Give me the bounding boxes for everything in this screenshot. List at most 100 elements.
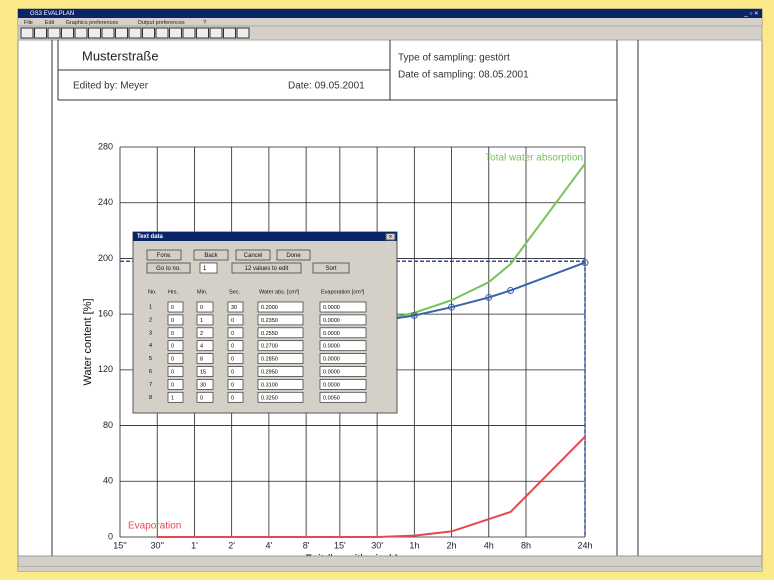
dialog-button[interactable]	[193, 249, 229, 261]
value-input[interactable]	[227, 391, 244, 403]
toolbar-button[interactable]	[101, 27, 115, 39]
x-tick-label: 2h	[447, 540, 457, 550]
value-text: 1	[171, 395, 174, 401]
count-button[interactable]	[231, 262, 302, 274]
horizontal-scrollbar[interactable]	[17, 555, 763, 568]
value-input[interactable]	[227, 353, 244, 364]
x-tick-label: 1'	[191, 540, 198, 550]
menu-item[interactable]: Output preferences	[138, 20, 185, 26]
toolbar-button[interactable]	[142, 27, 155, 39]
value-input[interactable]	[196, 353, 214, 364]
value-input[interactable]	[319, 366, 367, 377]
value-input[interactable]	[196, 327, 214, 339]
value-input[interactable]	[167, 340, 184, 352]
value-input[interactable]	[319, 353, 367, 364]
toolbar-button[interactable]	[20, 27, 34, 39]
value-input[interactable]	[257, 353, 304, 364]
goto-button[interactable]	[146, 262, 191, 274]
value-input[interactable]	[196, 301, 214, 313]
value-input[interactable]	[167, 327, 184, 339]
close-button[interactable]	[385, 233, 396, 241]
value-input[interactable]	[257, 340, 304, 352]
toolbar-button[interactable]	[34, 27, 47, 39]
count-button-label: 12 values to edit	[245, 266, 289, 272]
series-line	[157, 436, 586, 538]
value-input[interactable]	[319, 379, 367, 390]
value-input[interactable]	[167, 353, 184, 364]
value-input[interactable]	[227, 327, 244, 339]
date-of-sampling: Date of sampling: 08.05.2001	[398, 70, 529, 81]
value-input[interactable]	[257, 391, 304, 403]
value-input[interactable]	[196, 340, 214, 352]
value-text: 0.2000	[261, 305, 278, 311]
toolbar-button[interactable]	[128, 27, 142, 39]
menu-item[interactable]: Edit	[45, 20, 55, 26]
value-input[interactable]	[167, 301, 184, 313]
value-input[interactable]	[257, 366, 304, 377]
toolbar-button[interactable]	[169, 27, 182, 39]
menu-item[interactable]: Graphics preferences	[66, 20, 119, 26]
value-input[interactable]	[257, 301, 304, 313]
value-text: 0	[231, 344, 234, 350]
dialog-button[interactable]	[276, 249, 311, 261]
value-input[interactable]	[167, 391, 184, 403]
menu-item[interactable]: ?	[203, 20, 206, 26]
toolbar-button[interactable]	[61, 27, 74, 39]
toolbar-button[interactable]	[236, 27, 250, 39]
value-input[interactable]	[196, 379, 214, 390]
sort-button[interactable]	[312, 262, 350, 274]
value-input[interactable]	[167, 366, 184, 377]
value-text: 0.2950	[261, 369, 278, 375]
value-text: 0	[200, 305, 203, 311]
y-tick-label: 280	[98, 141, 113, 151]
toolbar-button[interactable]	[88, 27, 101, 39]
window-controls[interactable]: _ ▫ ×	[743, 10, 758, 17]
value-input[interactable]	[227, 379, 244, 390]
row-number: 5	[149, 356, 152, 362]
value-input[interactable]	[167, 379, 184, 390]
value-input[interactable]	[227, 366, 244, 377]
series-label: Total water absorption	[485, 153, 583, 164]
sort-button-label: Sort	[325, 266, 336, 272]
value-input[interactable]	[319, 301, 367, 313]
value-input[interactable]	[167, 314, 184, 326]
toolbar-button[interactable]	[196, 27, 209, 39]
value-input[interactable]	[257, 314, 304, 326]
column-header: No.	[148, 289, 157, 295]
value-text: 8	[200, 357, 203, 363]
value-input[interactable]	[319, 340, 367, 352]
series-line	[376, 163, 586, 323]
dialog-button[interactable]	[235, 249, 271, 261]
toolbar-button[interactable]	[155, 27, 169, 39]
toolbar-button[interactable]	[209, 27, 223, 39]
row-number: 7	[149, 382, 152, 388]
value-input[interactable]	[196, 391, 214, 403]
value-input[interactable]	[196, 314, 214, 326]
toolbar-button[interactable]	[47, 27, 61, 39]
toolbar-button[interactable]	[115, 27, 128, 39]
row-number: 6	[149, 369, 152, 375]
value-input[interactable]	[227, 301, 244, 313]
value-input[interactable]	[319, 314, 367, 326]
column-header: Hrs.	[168, 289, 179, 295]
value-text: 0.0000	[323, 344, 340, 350]
toolbar-button[interactable]	[74, 27, 88, 39]
value-input[interactable]	[257, 379, 304, 390]
value-input[interactable]	[227, 340, 244, 352]
dialog-title: Text data	[137, 234, 164, 240]
menu-item[interactable]: File	[24, 20, 33, 26]
dialog-button[interactable]	[146, 249, 182, 261]
value-input[interactable]	[227, 314, 244, 326]
toolbar-button[interactable]	[223, 27, 236, 39]
goto-input[interactable]	[199, 262, 218, 274]
toolbar-button[interactable]	[182, 27, 196, 39]
value-text: 0.0000	[323, 357, 340, 363]
value-input[interactable]	[319, 327, 367, 339]
value-text: 0	[231, 318, 234, 324]
value-text: 0	[171, 318, 174, 324]
value-input[interactable]	[319, 391, 367, 403]
value-input[interactable]	[257, 327, 304, 339]
value-input[interactable]	[196, 366, 214, 377]
